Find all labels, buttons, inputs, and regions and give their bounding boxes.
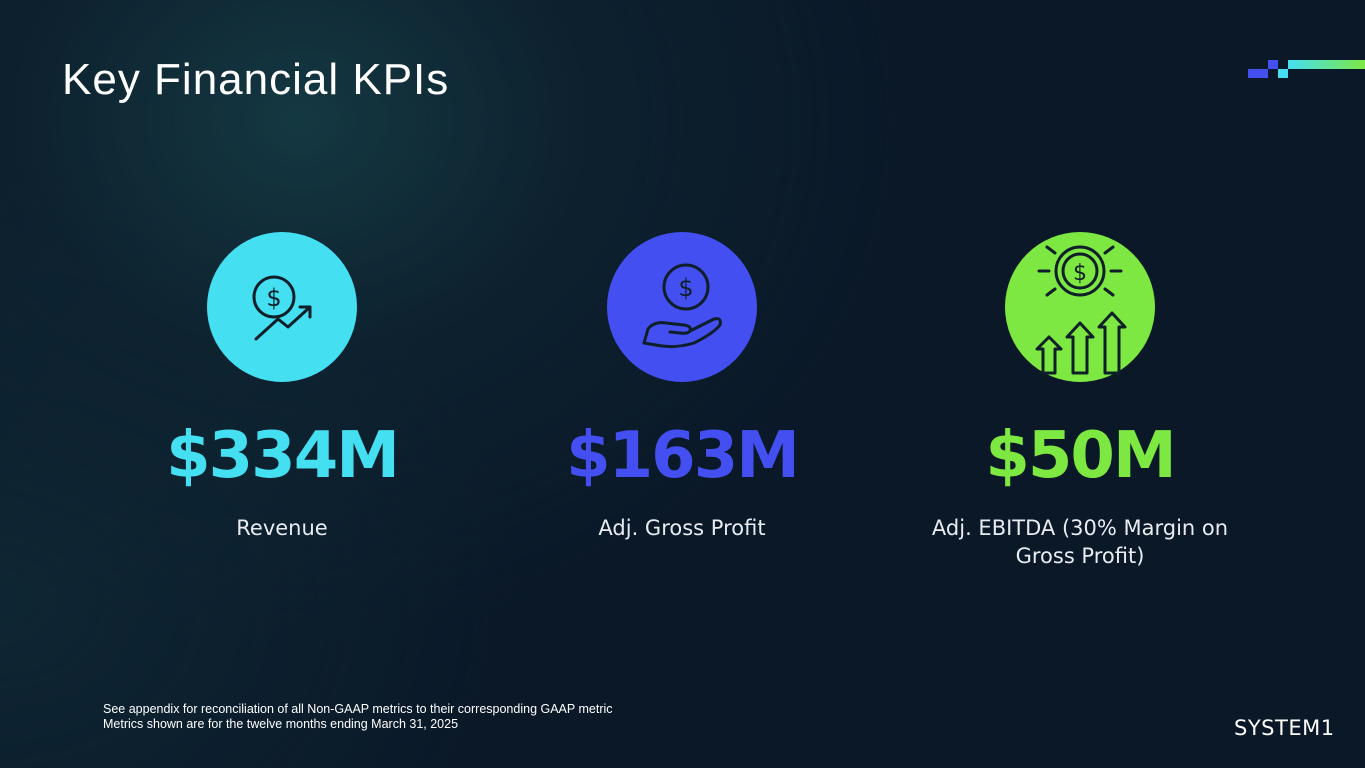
footnotes: See appendix for reconciliation of all N…: [103, 702, 613, 732]
svg-text:$: $: [1073, 261, 1087, 286]
kpi-value: $334M: [166, 419, 400, 493]
kpi-revenue: $ $334M Revenue: [92, 232, 472, 542]
svg-text:$: $: [678, 274, 693, 302]
system1-logo: SYSTEM1: [1234, 716, 1335, 740]
kpi-value: $50M: [985, 419, 1176, 493]
svg-text:$: $: [266, 284, 281, 312]
hand-holding-dollar-icon: $: [642, 263, 722, 349]
dollar-coin-growth-arrows-icon: $: [1035, 245, 1127, 375]
kpi-icon-circle: $: [207, 232, 357, 382]
kpi-label: Revenue: [236, 516, 328, 540]
kpi-adj-gross-profit: $ $163M Adj. Gross Profit: [492, 232, 872, 542]
kpi-icon-circle: $: [1005, 232, 1155, 382]
footnote-line: Metrics shown are for the twelve months …: [103, 717, 459, 731]
kpi-adj-ebitda: $ $50M Adj. EBITDA (30% Margin on Gross …: [890, 232, 1270, 570]
kpi-value: $163M: [566, 419, 800, 493]
brand-pixel-accent-icon: [1248, 60, 1365, 78]
footnote-line: See appendix for reconciliation of all N…: [103, 702, 613, 716]
dollar-coin-trend-up-icon: $: [252, 275, 312, 341]
kpi-icon-circle: $: [607, 232, 757, 382]
kpi-label: Adj. Gross Profit: [598, 516, 766, 540]
kpi-label: Adj. EBITDA (30% Margin on Gross Profit): [931, 516, 1229, 568]
slide-title: Key Financial KPIs: [62, 55, 450, 104]
